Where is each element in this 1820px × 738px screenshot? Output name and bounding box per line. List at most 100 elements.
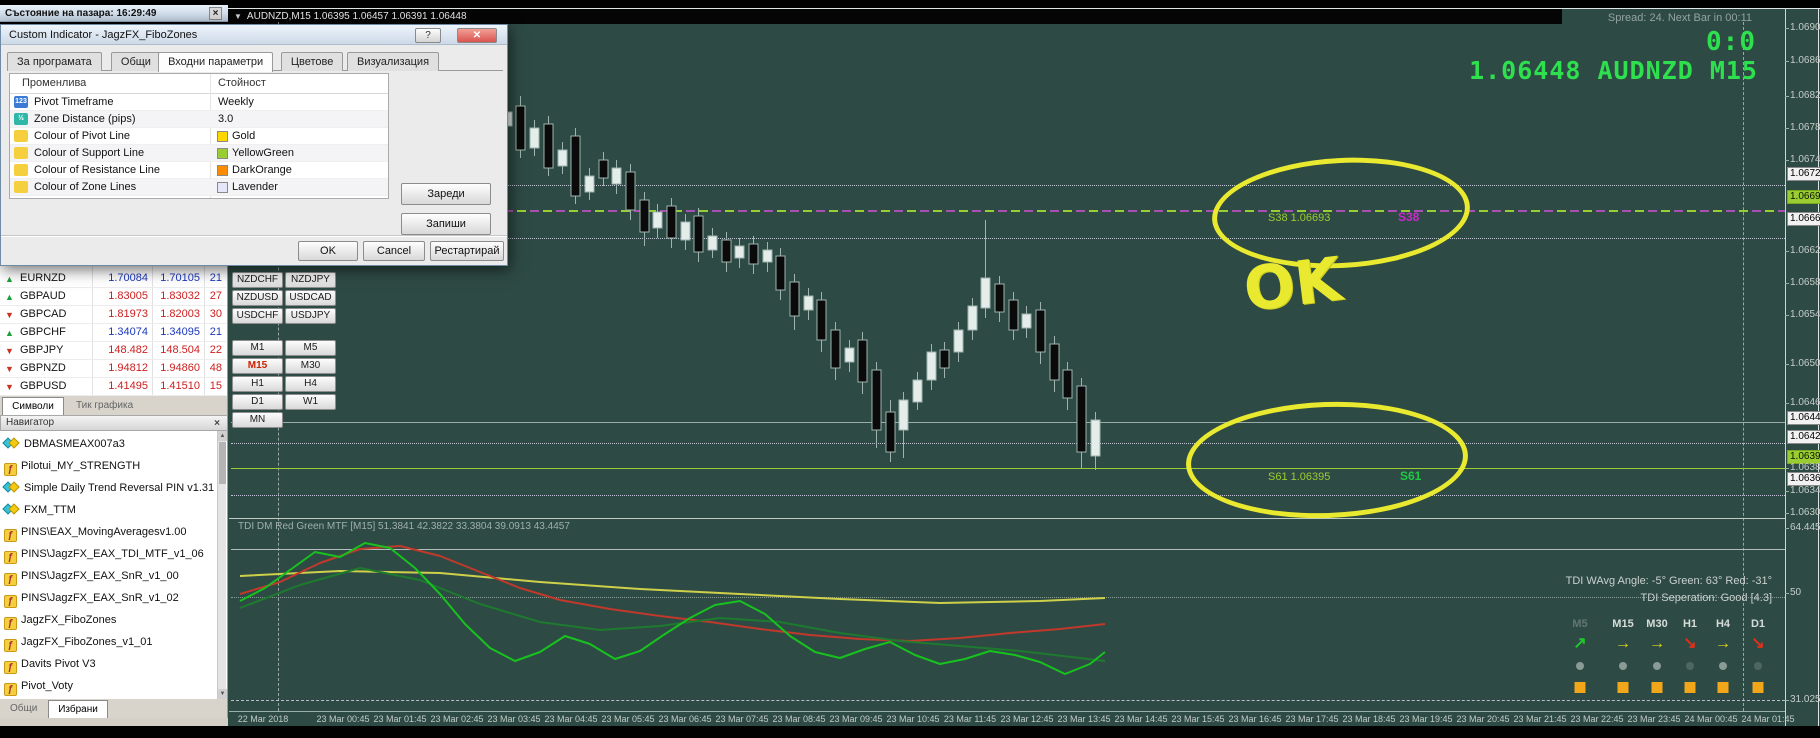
parameter-row[interactable]: Colour of Pivot Line Gold bbox=[10, 128, 388, 145]
bull-candle bbox=[980, 277, 991, 309]
navigator-item[interactable]: ƒ Pilotui_MY_STRENGTH bbox=[2, 455, 214, 477]
navigator-item[interactable]: ƒ PINS\EAX_MovingAveragesv1.00 bbox=[2, 521, 214, 543]
color-icon bbox=[14, 164, 28, 176]
scroll-down-icon[interactable]: ▼ bbox=[218, 689, 227, 699]
axis-tick bbox=[1785, 283, 1789, 284]
spread-value: 21 bbox=[209, 272, 222, 284]
cancel-button[interactable]: Cancel bbox=[363, 241, 425, 261]
close-icon[interactable]: × bbox=[209, 7, 222, 20]
dialog-title-bar[interactable]: Custom Indicator - JagzFX_FiboZones ? ✕ bbox=[1, 25, 507, 45]
column-value: Стойност bbox=[218, 77, 266, 89]
load-button[interactable]: Зареди bbox=[401, 183, 491, 205]
dialog-tab-общи[interactable]: Общи bbox=[110, 52, 161, 71]
parameters-table: Променлива Стойност 123 Pivot Timeframe We… bbox=[9, 73, 389, 199]
tab-common[interactable]: Общи bbox=[10, 703, 38, 714]
close-icon[interactable]: ✕ bbox=[457, 28, 497, 43]
bear-candle bbox=[1049, 343, 1060, 381]
scroll-up-icon[interactable]: ▲ bbox=[218, 431, 227, 441]
close-icon[interactable]: × bbox=[214, 418, 220, 429]
navigator-scrollbar[interactable]: ▲ ▼ bbox=[217, 431, 227, 699]
bear-candle bbox=[515, 105, 526, 151]
tab-favorites[interactable]: Избрани bbox=[48, 700, 108, 718]
dialog-tab-цветове[interactable]: Цветове bbox=[280, 52, 344, 71]
parameter-name: Zone Distance (pips) bbox=[34, 113, 136, 125]
symbol-button-nzdusd[interactable]: NZDUSD bbox=[232, 290, 283, 306]
matrix-dot-icon bbox=[1719, 662, 1727, 670]
custom-indicator-dialog: Custom Indicator - JagzFX_FiboZones ? ✕ … bbox=[0, 24, 508, 266]
parameter-value: YellowGreen bbox=[232, 147, 294, 159]
parameter-row[interactable]: ½ Zone Distance (pips) 3.0 bbox=[10, 111, 388, 128]
navigator-item[interactable]: DBMASMEAX007a3 bbox=[2, 433, 214, 455]
timeframe-button-w1[interactable]: W1 bbox=[285, 394, 336, 410]
navigator-item-label: PINS\EAX_MovingAveragesv1.00 bbox=[21, 526, 187, 538]
navigator-item[interactable]: ƒ PINS\JagzFX_EAX_TDI_MTF_v1_06 bbox=[2, 543, 214, 565]
symbol-button-nzdchf[interactable]: NZDCHF bbox=[232, 272, 283, 288]
navigator-item[interactable]: ƒ JagzFX_FiboZones bbox=[2, 609, 214, 631]
timeframe-button-h1[interactable]: H1 bbox=[232, 376, 283, 392]
navigator-item[interactable]: Simple Daily Trend Reversal PIN v1.31 bbox=[2, 477, 214, 499]
indicator-icon: ƒ bbox=[4, 529, 17, 542]
chart-title-bar[interactable]: ▼ AUDNZD,M15 1.06395 1.06457 1.06391 1.06… bbox=[228, 9, 1562, 24]
timeframe-button-d1[interactable]: D1 bbox=[232, 394, 283, 410]
bear-candle bbox=[721, 239, 732, 263]
navigator-item-label: JagzFX_FiboZones_v1_01 bbox=[21, 636, 153, 648]
market-watch-row[interactable]: ▼ GBPNZD 1.94812 1.94860 48 bbox=[0, 360, 226, 378]
arrow-down-icon: ▼ bbox=[5, 346, 14, 356]
help-icon[interactable]: ? bbox=[415, 28, 441, 43]
timeframe-button-mn[interactable]: MN bbox=[232, 412, 283, 428]
chart-dropdown-icon[interactable]: ▼ bbox=[234, 12, 242, 21]
spread-value: 15 bbox=[209, 380, 222, 392]
dialog-title: Custom Indicator - JagzFX_FiboZones bbox=[9, 29, 198, 41]
axis-tick bbox=[1785, 513, 1789, 514]
symbol-button-nzdjpy[interactable]: NZDJPY bbox=[285, 272, 336, 288]
tab-symbols[interactable]: Символи bbox=[2, 397, 64, 415]
bull-candle bbox=[584, 175, 595, 193]
timeframe-button-h4[interactable]: H4 bbox=[285, 376, 336, 392]
navigator-item[interactable]: ƒ PINS\JagzFX_EAX_SnR_v1_02 bbox=[2, 587, 214, 609]
parameter-row[interactable]: Colour of Resistance Line DarkOrange bbox=[10, 162, 388, 179]
navigator-item-label: PINS\JagzFX_EAX_TDI_MTF_v1_06 bbox=[21, 548, 204, 560]
save-button[interactable]: Запиши bbox=[401, 213, 491, 235]
matrix-dot-icon bbox=[1754, 662, 1762, 670]
tab-tick-chart[interactable]: Тик графика bbox=[76, 400, 134, 411]
dialog-tab-входни-параметри[interactable]: Входни параметри bbox=[158, 52, 274, 72]
parameter-row[interactable]: Colour of Support Line YellowGreen bbox=[10, 145, 388, 162]
market-watch-row[interactable]: ▲ GBPAUD 1.83005 1.83032 27 bbox=[0, 288, 226, 306]
dialog-tab-за-програмата[interactable]: За програмата bbox=[7, 52, 102, 71]
dialog-tab-визуализация[interactable]: Визуализация bbox=[347, 52, 440, 71]
axis-tick bbox=[1785, 96, 1789, 97]
market-watch-row[interactable]: ▼ GBPUSD 1.41495 1.41510 15 bbox=[0, 378, 226, 396]
parameter-row[interactable]: 123 Pivot Timeframe Weekly bbox=[10, 94, 388, 111]
timeframe-button-m30[interactable]: M30 bbox=[285, 358, 336, 374]
symbol-button-usdchf[interactable]: USDCHF bbox=[232, 308, 283, 324]
market-watch-row[interactable]: ▲ EURNZD 1.70084 1.70105 21 bbox=[0, 270, 226, 288]
market-watch-row[interactable]: ▼ GBPCAD 1.81973 1.82003 30 bbox=[0, 306, 226, 324]
parameter-value: Weekly bbox=[218, 96, 254, 108]
bull-candle bbox=[529, 127, 540, 149]
price-axis-label: 64.4459 bbox=[1790, 522, 1820, 533]
color-swatch bbox=[217, 131, 228, 142]
navigator-header[interactable]: Навигатор × bbox=[0, 415, 228, 431]
ok-button[interactable]: OK bbox=[298, 241, 358, 261]
market-watch-row[interactable]: ▼ GBPJPY 148.482 148.504 22 bbox=[0, 342, 226, 360]
scrollbar-thumb[interactable] bbox=[219, 442, 226, 484]
navigator-item[interactable]: FXM_TTM bbox=[2, 499, 214, 521]
timeframe-button-m1[interactable]: M1 bbox=[232, 340, 283, 356]
market-watch-row[interactable]: ▲ GBPCHF 1.34074 1.34095 21 bbox=[0, 324, 226, 342]
pivot-price-badge: 1.06693 bbox=[1787, 190, 1820, 204]
symbol-button-usdcad[interactable]: USDCAD bbox=[285, 290, 336, 306]
restart-button[interactable]: Рестартирай bbox=[430, 241, 504, 261]
spread-value: 21 bbox=[209, 326, 222, 338]
timeframe-button-m15[interactable]: M15 bbox=[232, 358, 283, 374]
indicator-pane-separator[interactable] bbox=[229, 518, 1785, 519]
timeframe-button-m5[interactable]: M5 bbox=[285, 340, 336, 356]
navigator-item[interactable]: ƒ Pivot_Voty bbox=[2, 675, 214, 697]
market-state-title-bar[interactable]: Състояние на пазара: 16:29:49 × bbox=[0, 5, 228, 22]
symbol-button-usdjpy[interactable]: USDJPY bbox=[285, 308, 336, 324]
parameter-row[interactable]: Colour of Zone Lines Lavender bbox=[10, 179, 388, 196]
color-icon bbox=[14, 181, 28, 193]
zone-line-upper-1 bbox=[231, 185, 1785, 186]
navigator-item[interactable]: ƒ Davits Pivot V3 bbox=[2, 653, 214, 675]
navigator-item[interactable]: ƒ JagzFX_FiboZones_v1_01 bbox=[2, 631, 214, 653]
navigator-item[interactable]: ƒ PINS\JagzFX_EAX_SnR_v1_00 bbox=[2, 565, 214, 587]
